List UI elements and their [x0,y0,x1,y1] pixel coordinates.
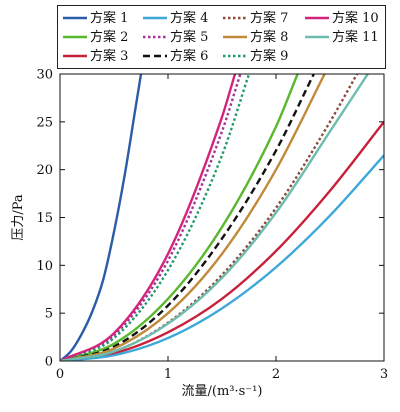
y-tick-label: 25 [36,115,53,130]
legend-label: 方案 4 [170,11,209,26]
legend-label: 方案 8 [250,30,289,45]
series-line-9 [60,74,251,361]
series-line-7 [60,74,359,361]
series-line-10 [60,74,237,361]
y-tick-label: 0 [45,355,53,370]
y-tick-label: 15 [36,211,53,226]
legend-swatch [143,16,167,20]
y-tick-label: 5 [45,307,53,322]
series-line-1 [60,74,143,361]
x-tick-label: 2 [272,367,280,382]
legend-label: 方案 10 [332,11,379,26]
y-tick-label: 30 [36,68,53,83]
x-axis-label: 流量/(m³·s⁻¹) [182,384,263,399]
chart-legend: 方案 1 方案 2 方案 3 方案 4 方案 5 方案 6 方案 7 方案 8 方案 9 方案 1… [57,5,386,69]
legend-swatch [305,35,329,39]
legend-swatch [63,35,87,39]
series-line-2 [60,74,299,361]
legend-swatch [143,35,167,39]
x-tick-label: 0 [56,367,64,382]
legend-label: 方案 5 [170,30,209,45]
legend-label: 方案 1 [90,11,129,26]
y-tick-label: 20 [36,163,53,178]
y-tick-label: 10 [36,259,53,274]
legend-label: 方案 3 [90,49,129,64]
series-line-5 [60,74,242,361]
legend-label: 方案 11 [332,30,379,45]
series-line-4 [60,154,384,361]
legend-swatch [223,35,247,39]
legend-swatch [223,54,247,58]
legend-swatch [143,54,167,58]
series-line-6 [60,74,315,361]
legend-swatch [305,16,329,20]
y-axis-label: 压力/Pa [11,194,26,241]
legend-label: 方案 6 [170,49,209,64]
legend-label: 方案 2 [90,30,129,45]
legend-swatch [223,16,247,20]
x-tick-label: 3 [380,367,388,382]
series-line-8 [60,74,326,361]
legend-label: 方案 7 [250,11,289,26]
legend-swatch [63,54,87,58]
series-line-3 [60,121,384,361]
series-line-11 [60,74,369,361]
legend-swatch [63,16,87,20]
legend-label: 方案 9 [250,49,289,64]
x-tick-label: 1 [164,367,172,382]
